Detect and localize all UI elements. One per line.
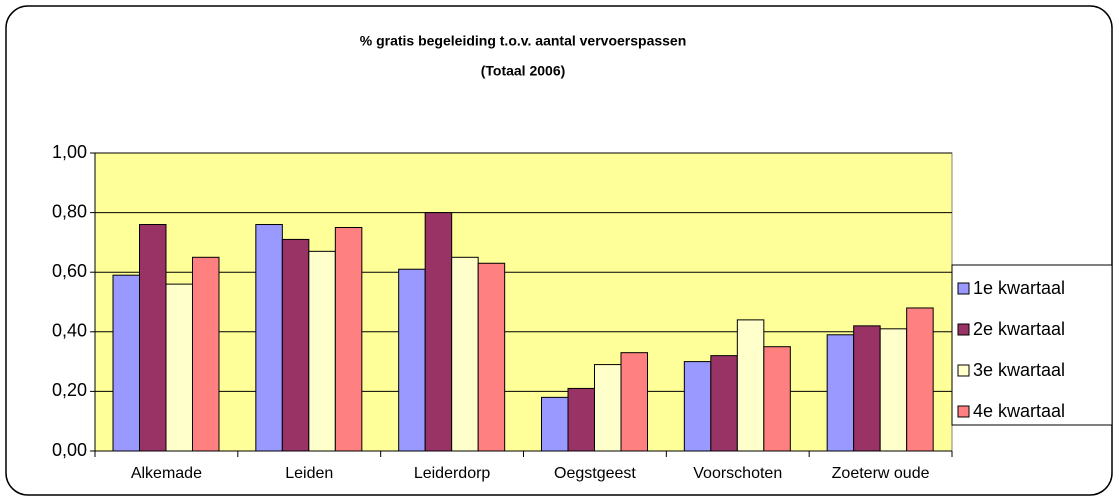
plot-area (94, 152, 953, 452)
bar (567, 387, 595, 452)
bar (112, 274, 140, 452)
x-tick-label: Voorschoten (693, 465, 782, 482)
bar (308, 250, 336, 452)
bar (879, 328, 908, 452)
chart-subtitle: (Totaal 2006) (481, 63, 566, 79)
bar (424, 212, 453, 452)
x-tick-label: Leiderdorp (414, 465, 491, 482)
y-tick-label: 0,00 (52, 440, 87, 460)
bar (451, 256, 479, 452)
bar (906, 307, 934, 452)
y-tick-label: 0,80 (52, 201, 87, 221)
legend-swatch (957, 405, 970, 418)
bar (620, 352, 648, 452)
legend-swatch (957, 323, 970, 336)
bar (541, 396, 569, 452)
legend-label: 4e kwartaal (973, 401, 1065, 421)
bar (334, 227, 363, 452)
bar (255, 224, 283, 452)
bar (736, 319, 765, 452)
bar (853, 325, 881, 452)
y-tick-label: 0,40 (52, 321, 87, 341)
legend-label: 1e kwartaal (973, 278, 1065, 298)
bar (398, 268, 426, 452)
bar (281, 238, 310, 452)
bar (683, 361, 712, 452)
y-tick-label: 0,20 (52, 380, 87, 400)
bar (192, 256, 220, 452)
legend-swatch (957, 364, 970, 377)
chart-title: % gratis begeleiding t.o.v. aantal vervo… (360, 33, 687, 49)
bar (826, 334, 855, 452)
y-tick-label: 0,60 (52, 261, 87, 281)
y-tick-label: 1,00 (52, 142, 87, 162)
bar (763, 346, 791, 452)
x-tick-label: Oegstgeest (554, 465, 636, 482)
x-tick-label: Alkemade (131, 465, 202, 482)
x-tick-label: Zoeterw oude (832, 465, 930, 482)
legend-box (951, 264, 1113, 426)
bar (139, 224, 167, 452)
bar (594, 364, 622, 452)
legend-label: 3e kwartaal (973, 360, 1065, 380)
legend-label: 2e kwartaal (973, 319, 1065, 339)
bar (477, 262, 506, 452)
bar (165, 283, 193, 452)
x-tick-label: Leiden (285, 465, 333, 482)
bar (710, 355, 738, 452)
legend-swatch (957, 282, 970, 295)
